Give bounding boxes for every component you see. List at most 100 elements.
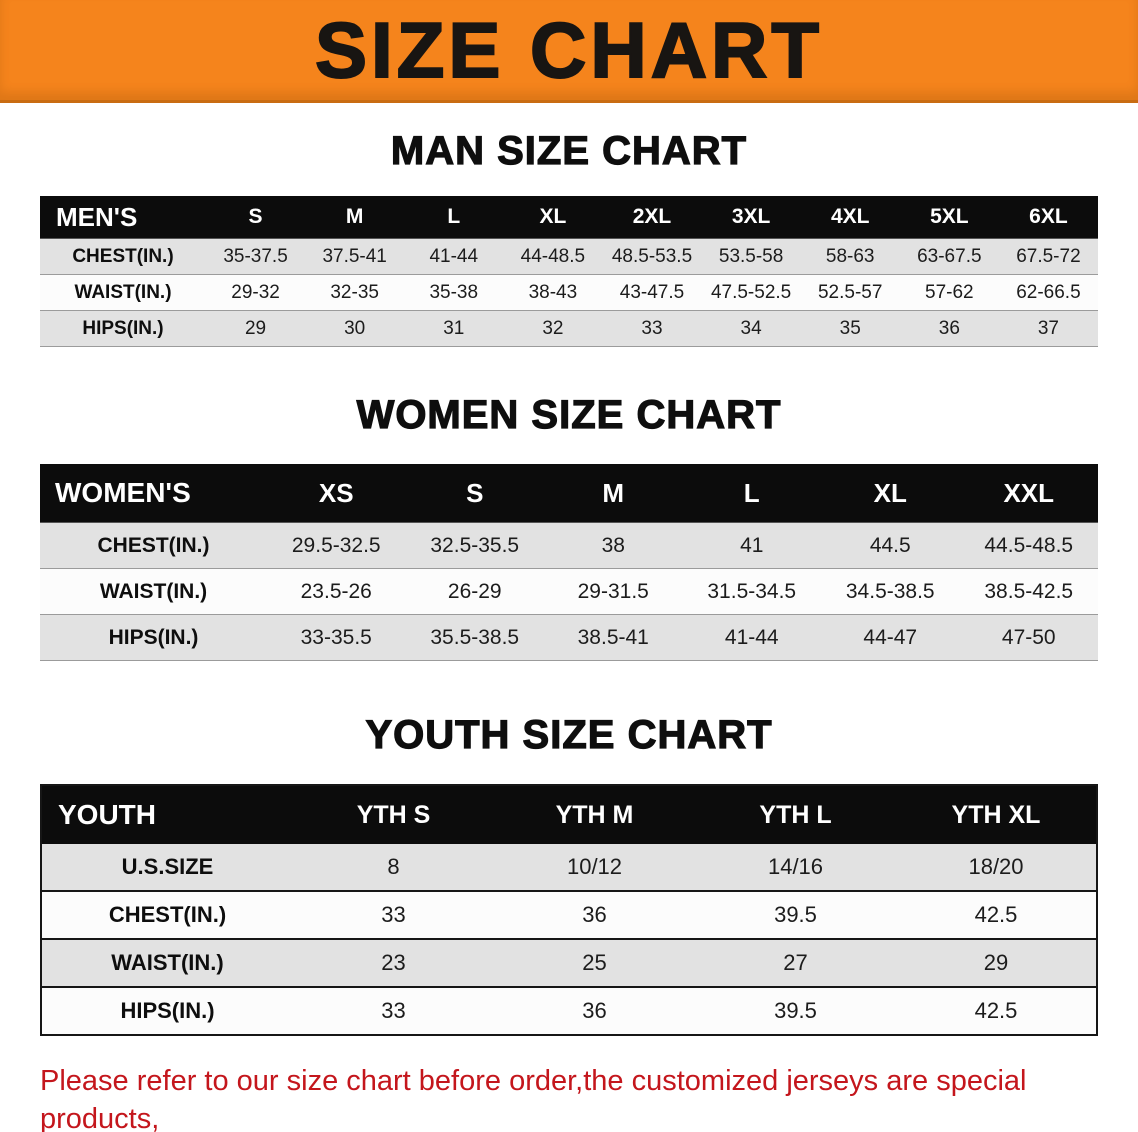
table-title-cell: YOUTH — [58, 799, 156, 830]
measurement-row: WAIST(IN.) 23.5-26 26-29 29-31.5 31.5-34.5 34… — [40, 568, 1098, 615]
measurement-row: CHEST(IN.) 33 36 39.5 42.5 — [41, 891, 1097, 940]
value-cell: 58-63 — [800, 238, 900, 275]
size-header-cell: 3XL — [731, 205, 771, 228]
table-header-row: WOMEN'S XS S M L XL XXL — [40, 464, 1098, 523]
value-cell: 43-47.5 — [602, 274, 702, 311]
measurement-row: CHEST(IN.) 29.5-32.5 32.5-35.5 38 41 44.5 44.5… — [40, 522, 1098, 569]
men-section-heading: MAN SIZE CHART — [390, 128, 748, 173]
value-cell: 47-50 — [959, 614, 1098, 661]
value-cell: 42.5 — [896, 891, 1097, 940]
size-header-cell: XL — [873, 477, 907, 508]
value-cell: 32-35 — [305, 274, 405, 311]
row-label-cell: HIPS(IN.) — [40, 310, 206, 347]
size-header-cell: L — [743, 477, 760, 508]
value-cell: 32.5-35.5 — [405, 522, 544, 569]
value-cell: 44-47 — [821, 614, 960, 661]
youth-section-heading: YOUTH SIZE CHART — [365, 712, 773, 757]
value-cell: 29 — [896, 939, 1097, 988]
table-title-cell: WOMEN'S — [55, 477, 191, 508]
value-cell: 38.5-42.5 — [959, 568, 1098, 615]
value-cell: 33-35.5 — [267, 614, 406, 661]
measurement-row: U.S.SIZE 8 10/12 14/16 18/20 — [41, 844, 1097, 892]
row-label-cell: WAIST(IN.) — [41, 939, 293, 988]
measurement-row: WAIST(IN.) 23 25 27 29 — [41, 939, 1097, 988]
row-label-cell: CHEST(IN.) — [41, 891, 293, 940]
value-cell: 37.5-41 — [305, 238, 405, 275]
youth-size-table: YOUTH YTH S YTH M YTH L YTH XL U.S.SIZE 8 10/12… — [40, 784, 1098, 1036]
value-cell: 23 — [293, 939, 494, 988]
value-cell: 44-48.5 — [503, 238, 603, 275]
value-cell: 32 — [503, 310, 603, 347]
women-size-table: WOMEN'S XS S M L XL XXL CHEST(IN.) 29.5-32.5 32.5… — [40, 464, 1098, 661]
row-label-cell: HIPS(IN.) — [40, 614, 267, 661]
value-cell: 35-38 — [404, 274, 504, 311]
value-cell: 34.5-38.5 — [821, 568, 960, 615]
value-cell: 25 — [494, 939, 695, 988]
title-banner: SIZE CHART — [0, 0, 1138, 103]
size-header-cell: XXL — [1003, 477, 1055, 508]
size-header-cell: M — [345, 205, 364, 228]
table-header-row: YOUTH YTH S YTH M YTH L YTH XL — [41, 785, 1097, 844]
measurement-row: HIPS(IN.) 33 36 39.5 42.5 — [41, 987, 1097, 1035]
men-size-table: MEN'S S M L XL 2XL 3XL 4XL 5XL 6XL CHEST(IN.) 35-37… — [40, 196, 1098, 347]
row-label-cell: WAIST(IN.) — [40, 274, 206, 311]
value-cell: 38-43 — [503, 274, 603, 311]
measurement-row: HIPS(IN.) 33-35.5 35.5-38.5 38.5-41 41-44 44-… — [40, 614, 1098, 661]
value-cell: 63-67.5 — [899, 238, 999, 275]
value-cell: 41 — [682, 522, 821, 569]
size-header-cell: M — [602, 477, 625, 508]
value-cell: 41-44 — [682, 614, 821, 661]
value-cell: 29 — [206, 310, 306, 347]
value-cell: 36 — [899, 310, 999, 347]
size-header-cell: YTH S — [356, 800, 431, 829]
value-cell: 14/16 — [695, 844, 896, 892]
row-label-cell: U.S.SIZE — [41, 844, 293, 892]
value-cell: 29-32 — [206, 274, 306, 311]
value-cell: 57-62 — [899, 274, 999, 311]
value-cell: 33 — [293, 891, 494, 940]
value-cell: 26-29 — [405, 568, 544, 615]
row-label-cell: CHEST(IN.) — [40, 238, 206, 275]
page-title: SIZE CHART — [314, 6, 823, 94]
value-cell: 41-44 — [404, 238, 504, 275]
value-cell: 18/20 — [896, 844, 1097, 892]
value-cell: 52.5-57 — [800, 274, 900, 311]
value-cell: 36 — [582, 998, 607, 1023]
notice-line-1: Please refer to our size chart before or… — [40, 1065, 1027, 1132]
value-cell: 29-31.5 — [544, 568, 683, 615]
value-cell: 31 — [404, 310, 504, 347]
value-cell: 47.5-52.5 — [701, 274, 801, 311]
table-header-row: MEN'S S M L XL 2XL 3XL 4XL 5XL 6XL — [40, 196, 1098, 239]
size-header-cell: 4XL — [830, 205, 870, 228]
size-header-cell: YTH L — [759, 800, 832, 829]
value-cell: 10/12 — [494, 844, 695, 892]
value-cell: 23.5-26 — [267, 568, 406, 615]
measurement-row: CHEST(IN.) 35-37.5 37.5-41 41-44 44-48.5 48.5… — [40, 238, 1098, 275]
value-cell: 8 — [293, 844, 494, 892]
size-header-cell: L — [447, 205, 461, 228]
size-header-cell: 5XL — [930, 205, 969, 228]
youth-size-section: YOUTH SIZE CHART YOUTH YTH S YTH M YTH L YTH… — [0, 712, 1138, 1036]
measurement-row: WAIST(IN.) 29-32 32-35 35-38 38-43 43-47.5 47.… — [40, 274, 1098, 311]
size-header-cell: YTH XL — [951, 800, 1041, 829]
size-header-cell: 6XL — [1029, 205, 1068, 228]
women-section-heading: WOMEN SIZE CHART — [356, 392, 782, 437]
row-label-cell: WAIST(IN.) — [40, 568, 267, 615]
value-cell: 35 — [800, 310, 900, 347]
size-header-cell: XS — [318, 477, 354, 508]
value-cell: 36 — [494, 891, 695, 940]
value-cell: 48.5-53.5 — [602, 238, 702, 275]
value-cell: 31.5-34.5 — [682, 568, 821, 615]
value-cell: 33 — [381, 998, 406, 1023]
value-cell: 44.5-48.5 — [959, 522, 1098, 569]
measurement-row: HIPS(IN.) 29 30 31 32 33 34 35 36 37 — [40, 310, 1098, 347]
order-notice: Please refer to our size chart before or… — [40, 1062, 1098, 1132]
value-cell: 30 — [305, 310, 405, 347]
size-header-cell: S — [466, 477, 484, 508]
value-cell: 29.5-32.5 — [267, 522, 406, 569]
value-cell: 38 — [544, 522, 683, 569]
value-cell: 35-37.5 — [206, 238, 306, 275]
value-cell: 53.5-58 — [701, 238, 801, 275]
value-cell: 42.5 — [974, 998, 1018, 1023]
